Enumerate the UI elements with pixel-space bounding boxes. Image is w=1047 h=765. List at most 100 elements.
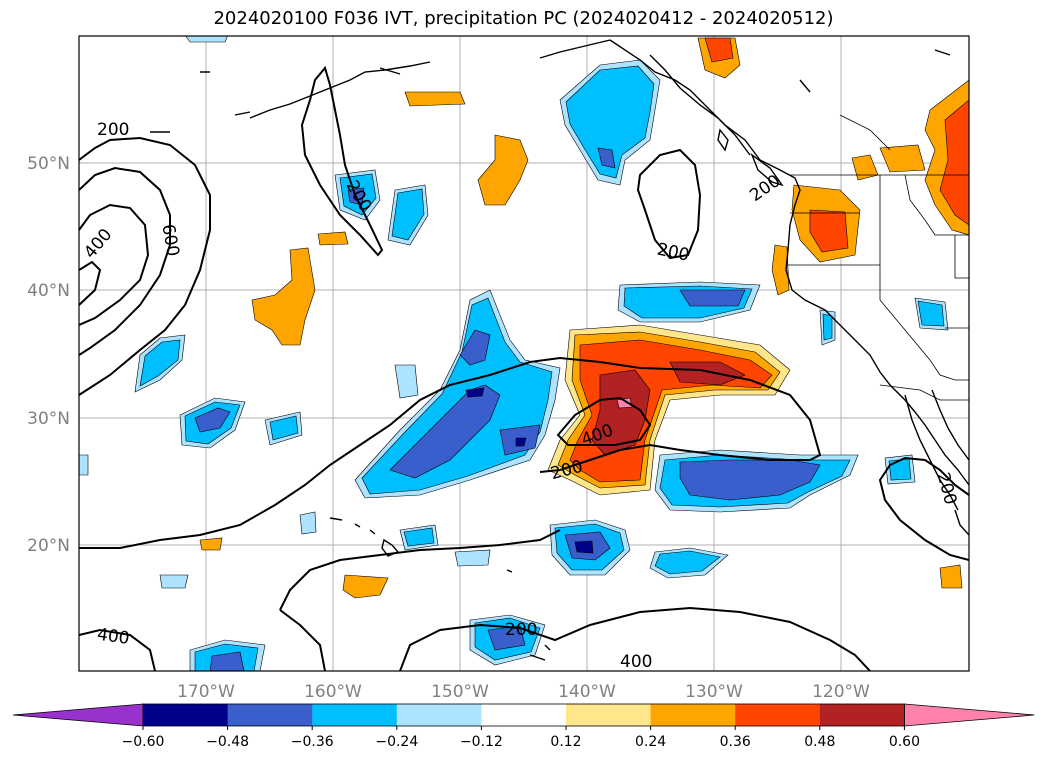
contour-label: 200 xyxy=(505,620,537,640)
map-title: 2024020100 F036 IVT, precipitation PC (2… xyxy=(213,8,834,29)
precip-positive-region xyxy=(939,564,963,589)
coastline-north-america xyxy=(609,39,969,486)
ivt-contour-600 xyxy=(79,203,150,326)
precip-negative-region xyxy=(679,289,746,307)
ivt-contour-200 xyxy=(79,356,822,549)
ivt-contour-200 xyxy=(300,65,384,257)
precip-negative-region xyxy=(159,574,189,589)
coastlines xyxy=(150,39,969,661)
precip-negative-region xyxy=(403,527,435,547)
precip-negative-region xyxy=(888,458,912,481)
lon-label-160w: 160°W xyxy=(304,682,362,702)
border-mt xyxy=(904,174,969,236)
ivt-contour-200 xyxy=(279,609,326,671)
colorbar-label: 0.48 xyxy=(804,734,835,750)
coastline-gulf-of-california xyxy=(931,389,969,461)
colorbar-segment xyxy=(227,704,313,726)
ivt-contour-200 xyxy=(636,148,702,260)
precip-negative-region xyxy=(194,407,231,433)
precip-negative-region xyxy=(299,511,317,535)
coastline-inside-passage xyxy=(649,54,751,156)
colorbar-label: 0.24 xyxy=(635,734,666,750)
map-background xyxy=(79,36,969,671)
colorbar-label: −0.36 xyxy=(291,734,334,750)
colorbar-segment xyxy=(143,704,229,726)
lon-label-140w: 140°W xyxy=(558,682,616,702)
colorbar-segment xyxy=(481,704,567,726)
precip-positive-region xyxy=(404,91,466,107)
lon-label-170w: 170°W xyxy=(177,682,235,702)
precip-negative-region xyxy=(389,384,501,479)
ivt-contour-400 xyxy=(79,628,156,671)
lat-label-50n: 50°N xyxy=(27,154,70,174)
precip-negative-region xyxy=(394,364,419,399)
colorbar-label: −0.24 xyxy=(375,734,418,750)
coastline-baja xyxy=(904,394,959,511)
ivt-contour-400 xyxy=(399,606,871,671)
ivt-contours xyxy=(79,65,969,671)
longitude-labels: 170°W 160°W 150°W 140°W 130°W 120°W xyxy=(177,682,870,702)
colorbar-extend-min xyxy=(12,703,144,727)
border-wy xyxy=(954,235,969,279)
precip-negative-region xyxy=(139,339,181,387)
ivt-contour-400 xyxy=(79,166,171,356)
lon-label-120w: 120°W xyxy=(812,682,870,702)
precip-positive-region xyxy=(591,369,651,456)
precip-negative-region xyxy=(269,415,299,441)
coastline-pacific-islands xyxy=(506,569,551,661)
political-borders xyxy=(788,114,969,401)
precip-positive-region xyxy=(616,397,633,409)
map-frame xyxy=(78,35,970,672)
colorbar-segment xyxy=(312,704,398,726)
border-nv xyxy=(879,265,931,361)
contour-label: 400 xyxy=(620,652,652,672)
precip-negative-region xyxy=(185,36,228,43)
precip-positive-region xyxy=(669,361,746,386)
colorbar-label: 0.36 xyxy=(720,734,751,750)
ivt-contour-400 xyxy=(556,396,652,446)
precip-positive-region xyxy=(771,244,790,296)
coastline-islands-alaska xyxy=(150,49,951,133)
colorbar-segment xyxy=(650,704,736,726)
precip-positive-region xyxy=(317,231,349,246)
colorbar-label: 0.60 xyxy=(889,734,920,750)
coastline-alaska-gulf xyxy=(539,39,611,59)
precip-negative-region xyxy=(79,454,89,476)
precip-negative-region xyxy=(465,387,485,398)
precip-negative-region xyxy=(454,549,491,567)
lat-label-30n: 30°N xyxy=(27,409,70,429)
precip-positive-region xyxy=(809,209,849,253)
precip-negative-region xyxy=(565,65,655,179)
border-us-mexico xyxy=(879,384,969,401)
colorbar-label: −0.12 xyxy=(460,734,503,750)
precip-positive-region xyxy=(879,144,926,173)
colorbar-label: −0.60 xyxy=(122,734,165,750)
colorbar-label: 0.12 xyxy=(550,734,581,750)
ivt-contour-200 xyxy=(878,456,969,561)
lat-label-20n: 20°N xyxy=(27,536,70,556)
precip-negative-region xyxy=(459,329,491,366)
precip-positive-region xyxy=(477,134,529,206)
coastline-alaska xyxy=(249,61,431,119)
precip-positive-region xyxy=(342,574,389,599)
ivt-contour-800 xyxy=(79,260,102,306)
colorbar-label: −0.48 xyxy=(206,734,249,750)
ivt-contour-200 xyxy=(79,136,211,396)
coastline-haida-gwaii xyxy=(717,128,729,152)
precip-negative-region xyxy=(391,188,425,241)
precip-negative-region xyxy=(822,313,833,341)
precip-negative-region xyxy=(654,550,721,575)
lat-label-40n: 40°N xyxy=(27,281,70,301)
border-az xyxy=(929,359,969,381)
lon-label-150w: 150°W xyxy=(431,682,489,702)
precip-negative-region xyxy=(597,147,616,169)
precip-positive-region xyxy=(199,537,223,551)
colorbar-segment xyxy=(819,704,905,726)
precip-negative-region xyxy=(574,540,594,554)
colorbar: −0.60 −0.48 −0.36 −0.24 −0.12 0.12 0.24 0.36 0.4… xyxy=(12,703,1035,750)
precip-negative-region xyxy=(209,651,245,671)
colorbar-segment xyxy=(396,704,482,726)
lon-label-130w: 130°W xyxy=(685,682,743,702)
coastline-vancouver-island xyxy=(750,153,784,187)
